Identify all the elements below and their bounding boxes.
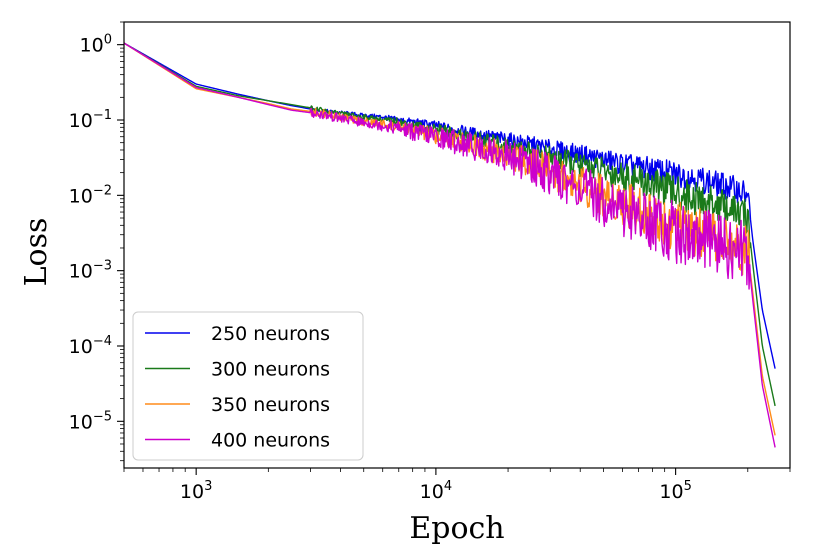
x-tick-label: 103 (180, 479, 212, 503)
legend-label: 400 neurons (211, 430, 330, 452)
y-axis-ticks: 100 10−1 10−2 10−3 10−4 10−5 (69, 21, 124, 462)
plot-frame (123, 21, 791, 469)
y-axis-label: Loss (19, 218, 54, 287)
x-axis-label: Epoch (409, 511, 504, 546)
legend-box (132, 311, 364, 461)
series-layer (124, 42, 776, 448)
legend-label: 350 neurons (211, 394, 330, 416)
y-tick-label: 10−2 (69, 183, 112, 207)
legend-label: 250 neurons (211, 323, 330, 345)
x-axis-ticks: 103 104 105 (123, 468, 791, 503)
legend: 250 neurons 300 neurons 350 neurons 400 neu… (132, 311, 364, 461)
x-tick-label: 105 (659, 479, 691, 503)
y-tick-label: 100 (80, 33, 112, 57)
y-tick-label: 10−1 (69, 108, 112, 132)
x-tick-label: 104 (420, 479, 452, 503)
y-tick-label: 10−4 (69, 334, 112, 358)
y-tick-label: 10−5 (69, 409, 112, 433)
y-tick-label: 10−3 (69, 259, 112, 283)
series-line-400-neurons (124, 42, 776, 448)
legend-label: 300 neurons (211, 359, 330, 381)
series-line-300-neurons (124, 42, 776, 407)
